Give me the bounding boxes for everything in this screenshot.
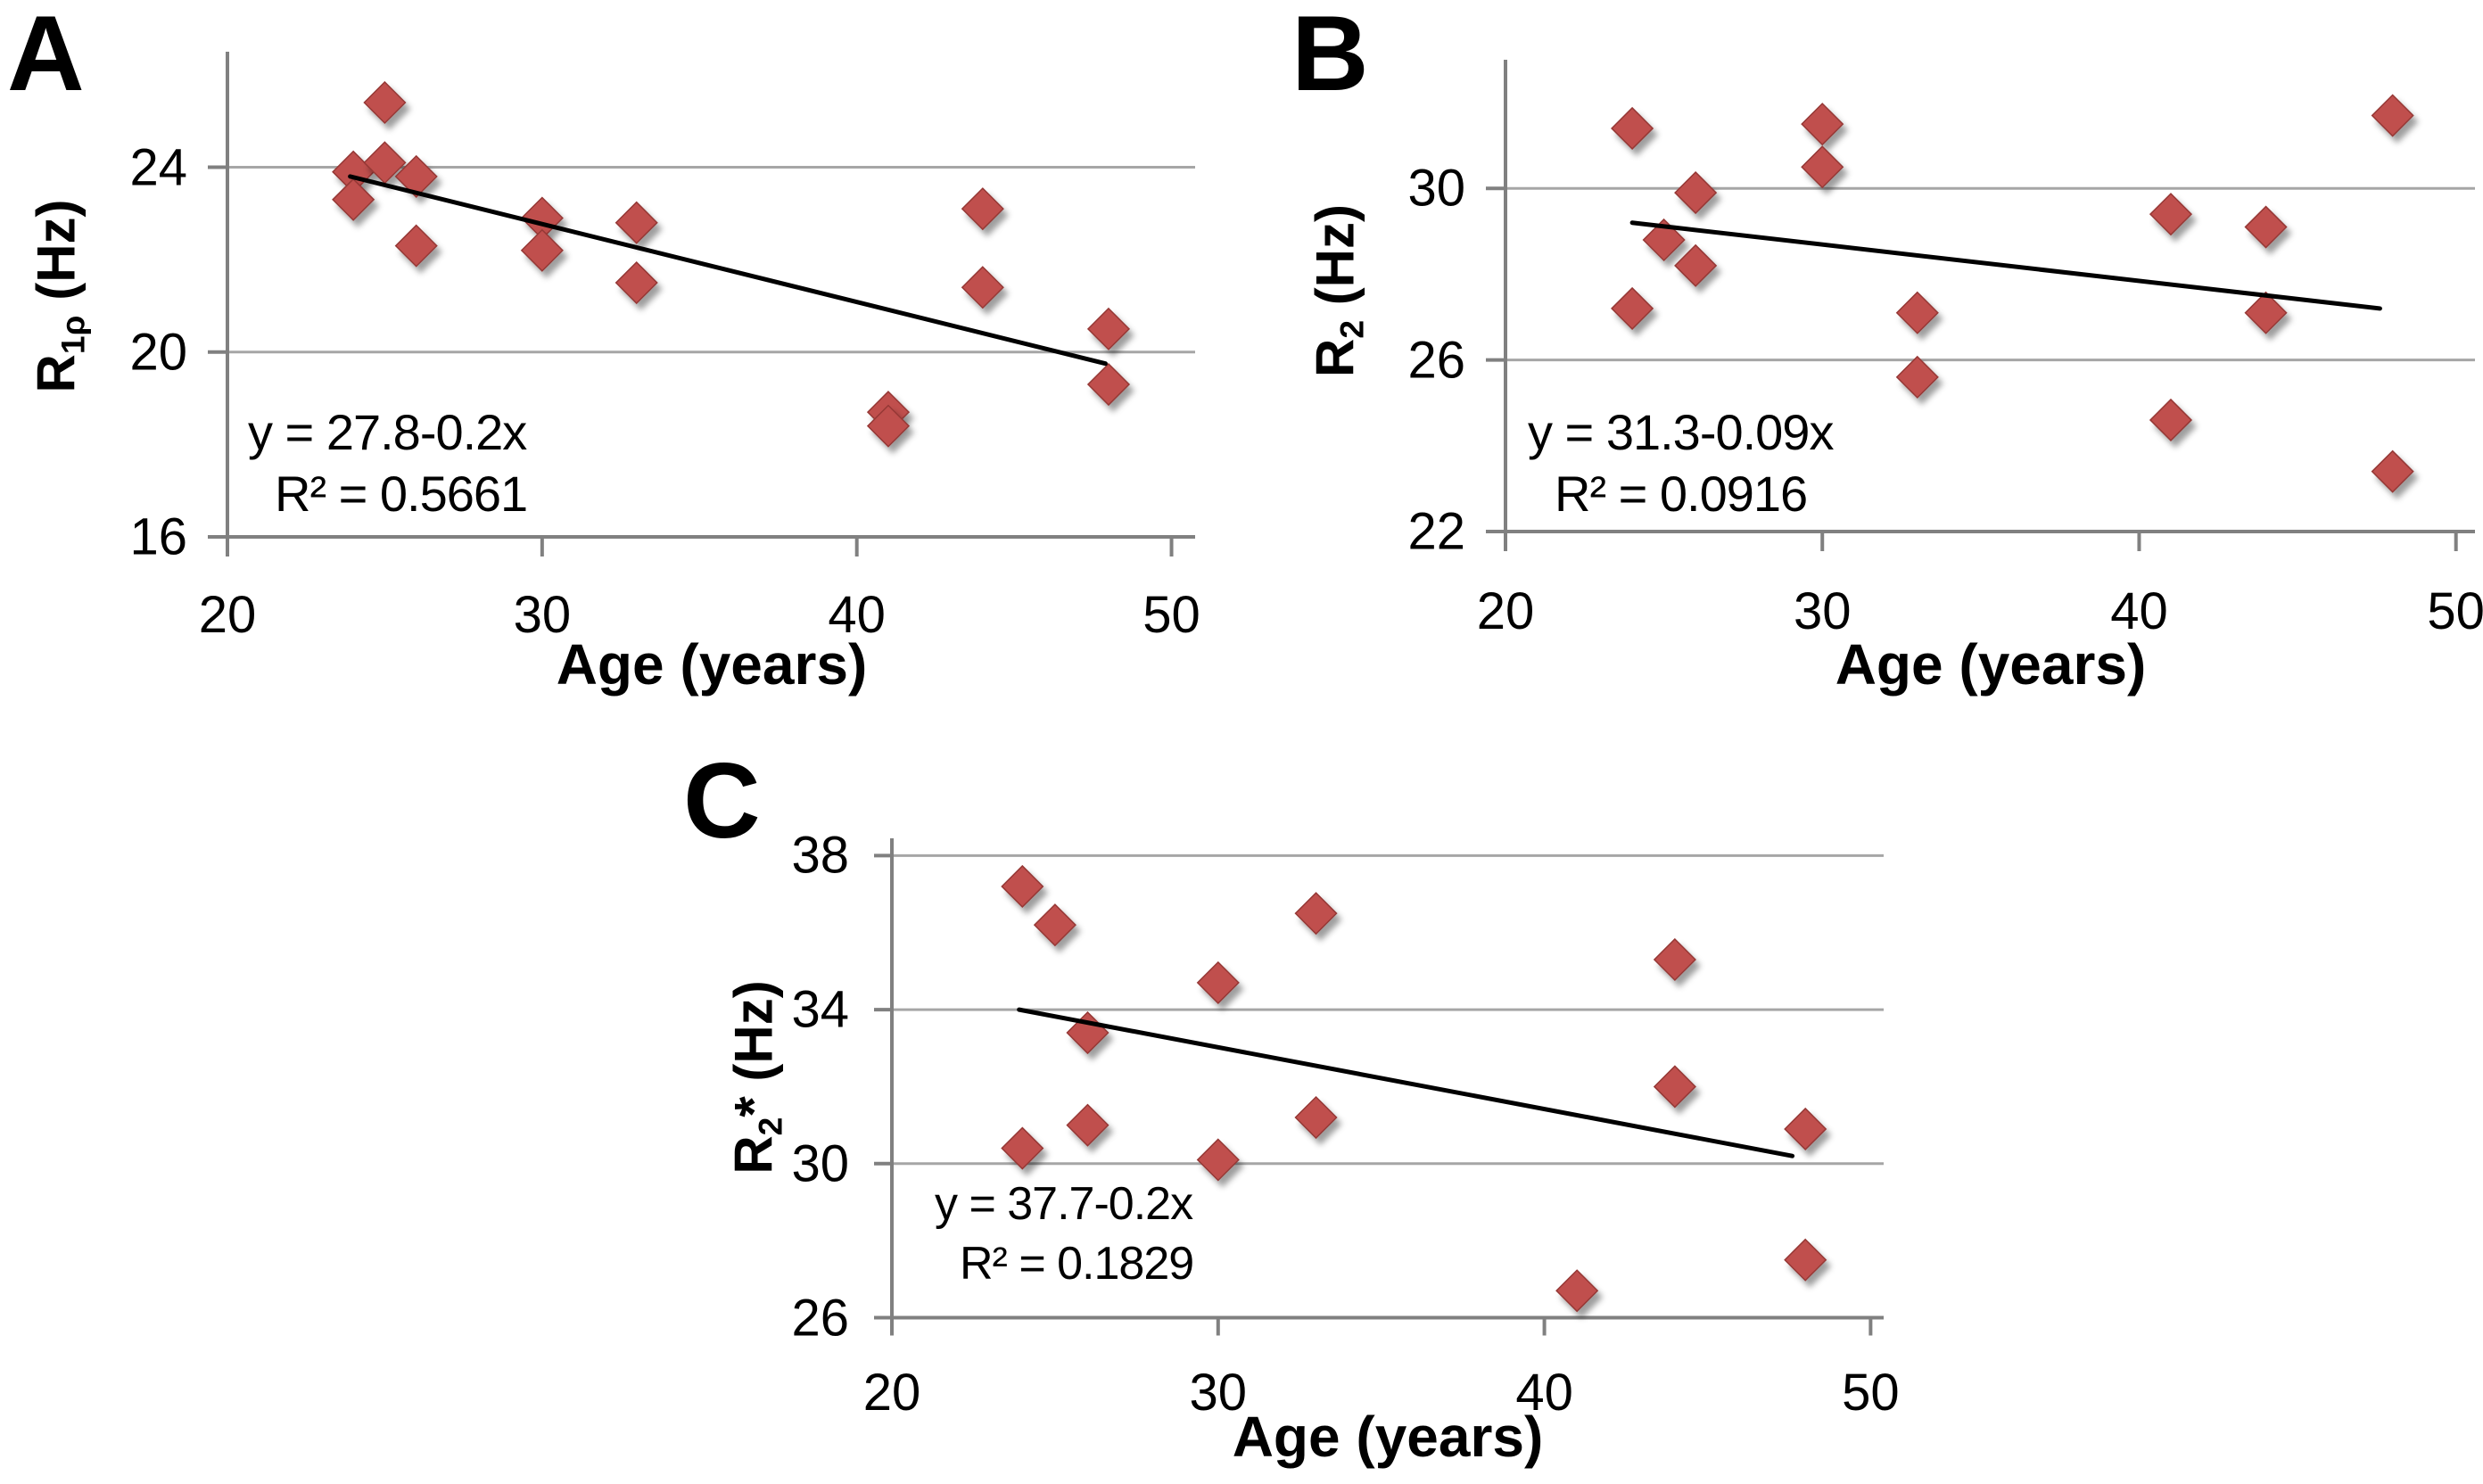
x-tick-label: 30 (513, 586, 572, 644)
data-point-diamond (2244, 205, 2288, 249)
data-point-diamond (1895, 355, 1939, 399)
y-tick-label: 24 (129, 138, 187, 197)
data-point-diamond (1294, 892, 1338, 936)
y-title-suffix: (Hz) (1305, 204, 1365, 320)
regression-equation-b: y = 31.3-0.09x (1528, 404, 1834, 460)
x-tick-label: 20 (1476, 582, 1535, 640)
data-point-diamond (1611, 286, 1654, 330)
data-point-diamond (1033, 903, 1077, 947)
x-tick-label: 40 (828, 586, 886, 644)
data-point-diamond (394, 224, 438, 268)
x-tick-label: 40 (2110, 582, 2168, 640)
data-point-diamond (1066, 1103, 1110, 1147)
x-tick-label: 50 (1842, 1363, 1900, 1422)
data-point-diamond (1196, 1138, 1240, 1182)
data-point-diamond (1674, 171, 1718, 215)
x-tick-label: 50 (2427, 582, 2483, 640)
data-point-diamond (1801, 103, 1844, 146)
data-point-diamond (1653, 1065, 1696, 1109)
y-tick-label: 38 (791, 826, 849, 885)
data-point-diamond (2371, 94, 2414, 137)
data-point-diamond (1294, 1095, 1338, 1140)
x-axis-title-c: Age (years) (1232, 1405, 1544, 1469)
trend-line (1017, 1007, 1795, 1158)
data-point-diamond (866, 404, 911, 448)
y-axis-title-c: R2* (Hz) (722, 980, 789, 1174)
y-tick-label: 34 (791, 980, 849, 1039)
y-title-prefix: R (26, 354, 87, 393)
r-squared-b: R² = 0.0916 (1555, 466, 1808, 522)
r-squared-a: R² = 0.5661 (275, 466, 528, 522)
data-point-diamond (394, 154, 438, 198)
regression-equation-a: y = 27.8-0.2x (248, 404, 527, 460)
data-point-diamond (615, 260, 658, 305)
data-point-diamond (1611, 106, 1654, 151)
data-point-diamond (1001, 1126, 1044, 1170)
y-tick-label: 30 (791, 1134, 849, 1193)
y-title-prefix: R (1305, 338, 1365, 377)
data-point-diamond (520, 228, 564, 272)
x-tick-label: 50 (1143, 586, 1200, 644)
data-point-diamond (1086, 362, 1131, 407)
trend-line (348, 174, 1108, 367)
y-title-subscript: 1ρ (54, 315, 92, 355)
y-axis-title-b: R2 (Hz) (1304, 204, 1371, 377)
regression-equation-c: y = 37.7-0.2x (935, 1178, 1193, 1230)
panel-label-b: B (1291, 0, 1369, 113)
y-title-subscript: 2 (1332, 319, 1371, 339)
y-title-suffix: (Hz) (723, 980, 784, 1097)
data-point-diamond (1801, 145, 1844, 189)
y-tick-label: 20 (129, 323, 187, 382)
data-point-diamond (332, 177, 375, 221)
y-title-star: * (723, 1096, 784, 1117)
y-title-suffix: (Hz) (26, 199, 87, 316)
y-axis-title-a: R1ρ (Hz) (25, 199, 92, 392)
x-tick-label: 20 (198, 586, 257, 644)
y-title-subscript: 2 (751, 1117, 789, 1136)
data-point-diamond (1895, 291, 1939, 334)
data-point-diamond (1001, 864, 1044, 909)
panel-label-a: A (7, 0, 85, 113)
trend-line (1629, 220, 2382, 311)
y-tick-label: 26 (1407, 331, 1465, 390)
data-point-diamond (615, 201, 658, 244)
data-point-diamond (1653, 937, 1696, 982)
data-point-diamond (2149, 398, 2193, 442)
data-point-diamond (2371, 449, 2414, 493)
y-tick-label: 30 (1407, 159, 1465, 218)
data-point-diamond (2244, 291, 2288, 334)
data-point-diamond (1674, 243, 1718, 287)
data-point-diamond (961, 187, 1004, 231)
y-tick-label: 26 (791, 1289, 849, 1347)
x-axis-title-a: Age (years) (556, 632, 868, 697)
x-axis-title-b: Age (years) (1835, 632, 2147, 697)
x-tick-label: 30 (1189, 1363, 1248, 1422)
data-point-diamond (961, 266, 1004, 309)
data-point-diamond (1196, 960, 1240, 1004)
y-tick-label: 22 (1407, 502, 1465, 561)
y-title-prefix: R (723, 1135, 784, 1175)
data-point-diamond (2149, 193, 2193, 236)
panel-label-c: C (683, 741, 761, 861)
data-point-diamond (1784, 1107, 1827, 1151)
data-point-diamond (1086, 307, 1131, 350)
data-point-diamond (1555, 1269, 1599, 1313)
data-point-diamond (363, 80, 407, 125)
x-tick-label: 20 (862, 1363, 921, 1422)
x-tick-label: 30 (1793, 582, 1852, 640)
data-point-diamond (1784, 1238, 1827, 1282)
r-squared-c: R² = 0.1829 (960, 1238, 1194, 1290)
y-tick-label: 16 (129, 507, 187, 566)
x-tick-label: 40 (1515, 1363, 1573, 1422)
